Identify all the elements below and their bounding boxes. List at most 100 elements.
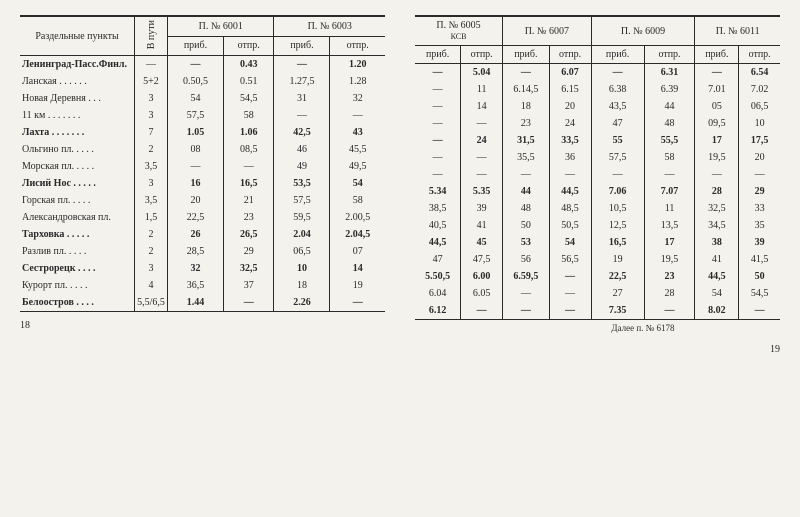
departure-time: 50,5: [549, 217, 591, 234]
departure-time: 20: [549, 98, 591, 115]
arr-label: приб.: [503, 46, 549, 64]
arrival-time: —: [274, 56, 330, 74]
departure-time: 6.07: [549, 64, 591, 82]
arrival-time: 59,5: [274, 209, 330, 226]
arrival-time: 32,5: [695, 200, 739, 217]
departure-time: 47,5: [461, 251, 503, 268]
departure-time: 16,5: [223, 175, 274, 192]
arrival-time: 23: [503, 115, 549, 132]
arr-label: приб.: [274, 36, 330, 56]
departure-time: 23: [223, 209, 274, 226]
arrival-time: —: [415, 132, 461, 149]
departure-time: 49,5: [330, 158, 385, 175]
station-name: Горская пл. . . . .: [20, 192, 135, 209]
arrival-time: 44,5: [695, 268, 739, 285]
book-spread: Раздельные пункты В пути П. № 6001 П. № …: [20, 15, 780, 355]
departure-time: 14: [330, 260, 385, 277]
departure-time: 6.00: [461, 268, 503, 285]
table-row: Новая Деревня . . .35454,53132: [20, 90, 385, 107]
table-row: ——35,53657,55819,520: [415, 149, 780, 166]
departure-time: —: [330, 107, 385, 124]
dep-label: отпр.: [739, 46, 780, 64]
departure-time: 7.07: [644, 183, 695, 200]
timetable-right: П. № 6005 КСВ П. № 6007 П. № 6009 П. № 6…: [415, 15, 780, 336]
table-row: Горская пл. . . . .3,5202157,558: [20, 192, 385, 209]
departure-time: 6.31: [644, 64, 695, 82]
departure-time: 2.04,5: [330, 226, 385, 243]
arr-label: приб.: [695, 46, 739, 64]
travel-time: 3: [135, 90, 168, 107]
departure-time: 17,5: [739, 132, 780, 149]
table-row: Разлив пл. . . . .228,52906,507: [20, 243, 385, 260]
departure-time: 24: [461, 132, 503, 149]
arrival-time: 7.06: [591, 183, 644, 200]
arrival-time: 0.50,5: [168, 73, 224, 90]
arrival-time: 22,5: [591, 268, 644, 285]
arrival-time: 38,5: [415, 200, 461, 217]
table-row: Тарховка . . . . .22626,52.042.04,5: [20, 226, 385, 243]
departure-time: 58: [330, 192, 385, 209]
arrival-time: —: [415, 98, 461, 115]
arrival-time: 1.05: [168, 124, 224, 141]
departure-time: 33,5: [549, 132, 591, 149]
arrival-time: —: [503, 285, 549, 302]
table-row: Ланская . . . . . .5+20.50,50.511.27,51.…: [20, 73, 385, 90]
continuation-note: Далее п. № 6178: [591, 320, 695, 337]
departure-time: —: [644, 302, 695, 320]
station-name: Лахта . . . . . . .: [20, 124, 135, 141]
departure-time: 11: [461, 81, 503, 98]
travel-time: 3,5: [135, 158, 168, 175]
arrival-time: 17: [695, 132, 739, 149]
station-name: Александровская пл.: [20, 209, 135, 226]
arrival-time: 7.01: [695, 81, 739, 98]
timetable-left: Раздельные пункты В пути П. № 6001 П. № …: [20, 15, 385, 312]
departure-time: 39: [739, 234, 780, 251]
departure-time: 23: [644, 268, 695, 285]
departure-time: 17: [644, 234, 695, 251]
departure-time: —: [549, 302, 591, 320]
departure-time: 43: [330, 124, 385, 141]
arrival-time: 27: [591, 285, 644, 302]
arrival-time: 43,5: [591, 98, 644, 115]
train-6005-header: П. № 6005 КСВ: [415, 16, 503, 46]
arrival-time: 34,5: [695, 217, 739, 234]
arrival-time: —: [415, 81, 461, 98]
arrival-time: 1.27,5: [274, 73, 330, 90]
travel-time: 3: [135, 175, 168, 192]
departure-time: 5.04: [461, 64, 503, 82]
travel-time: 1,5: [135, 209, 168, 226]
departure-time: 0.51: [223, 73, 274, 90]
table-row: 6.046.05——27285454,5: [415, 285, 780, 302]
departure-time: 36: [549, 149, 591, 166]
arr-label: приб.: [591, 46, 644, 64]
departure-time: 21: [223, 192, 274, 209]
travel-time: 3,5: [135, 192, 168, 209]
arrival-time: 2.04: [274, 226, 330, 243]
arrival-time: 38: [695, 234, 739, 251]
station-name: Лисий Нос . . . . .: [20, 175, 135, 192]
departure-time: —: [223, 158, 274, 175]
departure-time: 35: [739, 217, 780, 234]
arrival-time: —: [503, 64, 549, 82]
arrival-time: 09,5: [695, 115, 739, 132]
table-row: Лахта . . . . . . .71.051.0642,543: [20, 124, 385, 141]
arrival-time: 42,5: [274, 124, 330, 141]
departure-time: 6.15: [549, 81, 591, 98]
travel-time: 4: [135, 277, 168, 294]
arrival-time: 48: [503, 200, 549, 217]
departure-time: 6.05: [461, 285, 503, 302]
departure-time: 20: [739, 149, 780, 166]
departure-time: 55,5: [644, 132, 695, 149]
arrival-time: 41: [695, 251, 739, 268]
station-name: Тарховка . . . . .: [20, 226, 135, 243]
departure-time: —: [461, 302, 503, 320]
right-page: П. № 6005 КСВ П. № 6007 П. № 6009 П. № 6…: [415, 15, 780, 355]
table-row: Сестрорецк . . . .33232,51014: [20, 260, 385, 277]
arrival-time: 28: [695, 183, 739, 200]
table-row: Курорт пл. . . . .436,5371819: [20, 277, 385, 294]
arrival-time: 19,5: [695, 149, 739, 166]
departure-time: 32: [330, 90, 385, 107]
page-number-right: 19: [415, 344, 780, 355]
departure-time: 45: [461, 234, 503, 251]
train-6009-header: П. № 6009: [591, 16, 695, 46]
